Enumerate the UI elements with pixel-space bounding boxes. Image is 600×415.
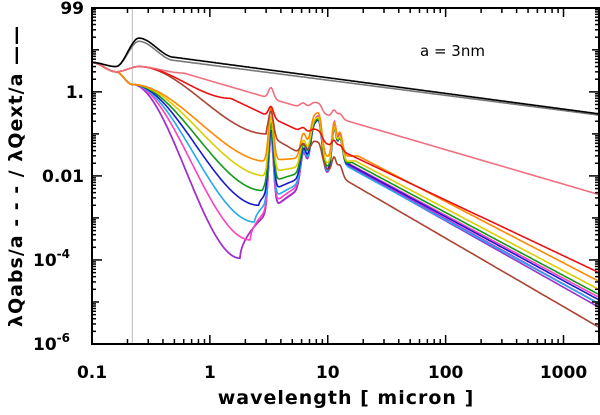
series-line-brown <box>92 61 599 328</box>
series-line-black <box>92 37 599 115</box>
x-axis-label: wavelength [ micron ] <box>218 387 475 409</box>
x-tick-label: 1000 <box>540 363 587 383</box>
y-tick-label: 10-4 <box>33 247 70 271</box>
y-tick-label: 99 <box>60 0 84 19</box>
series-line-purple <box>92 61 599 308</box>
series-line-red <box>92 61 599 274</box>
y-tick-label: 10-6 <box>33 331 70 355</box>
series-line-orange <box>92 61 599 283</box>
y-axis-label: λQabs/a - - - / λQext/a —— <box>5 25 27 327</box>
y-tick-label: 1. <box>66 83 84 103</box>
series-line-salmon <box>92 61 599 196</box>
series-line-gray <box>92 40 599 116</box>
series-line-green <box>92 61 599 296</box>
x-tick-label: 10 <box>316 363 340 383</box>
series-line-magenta <box>92 61 599 305</box>
series-line-light-blue <box>92 61 599 305</box>
x-tick-label: 0.1 <box>77 363 107 383</box>
size-annotation: a = 3nm <box>420 42 485 60</box>
y-tick-label: 0.01 <box>42 167 84 187</box>
series-line-yellow <box>92 61 599 291</box>
x-tick-label: 1 <box>204 363 216 383</box>
x-tick-label: 100 <box>428 363 464 383</box>
